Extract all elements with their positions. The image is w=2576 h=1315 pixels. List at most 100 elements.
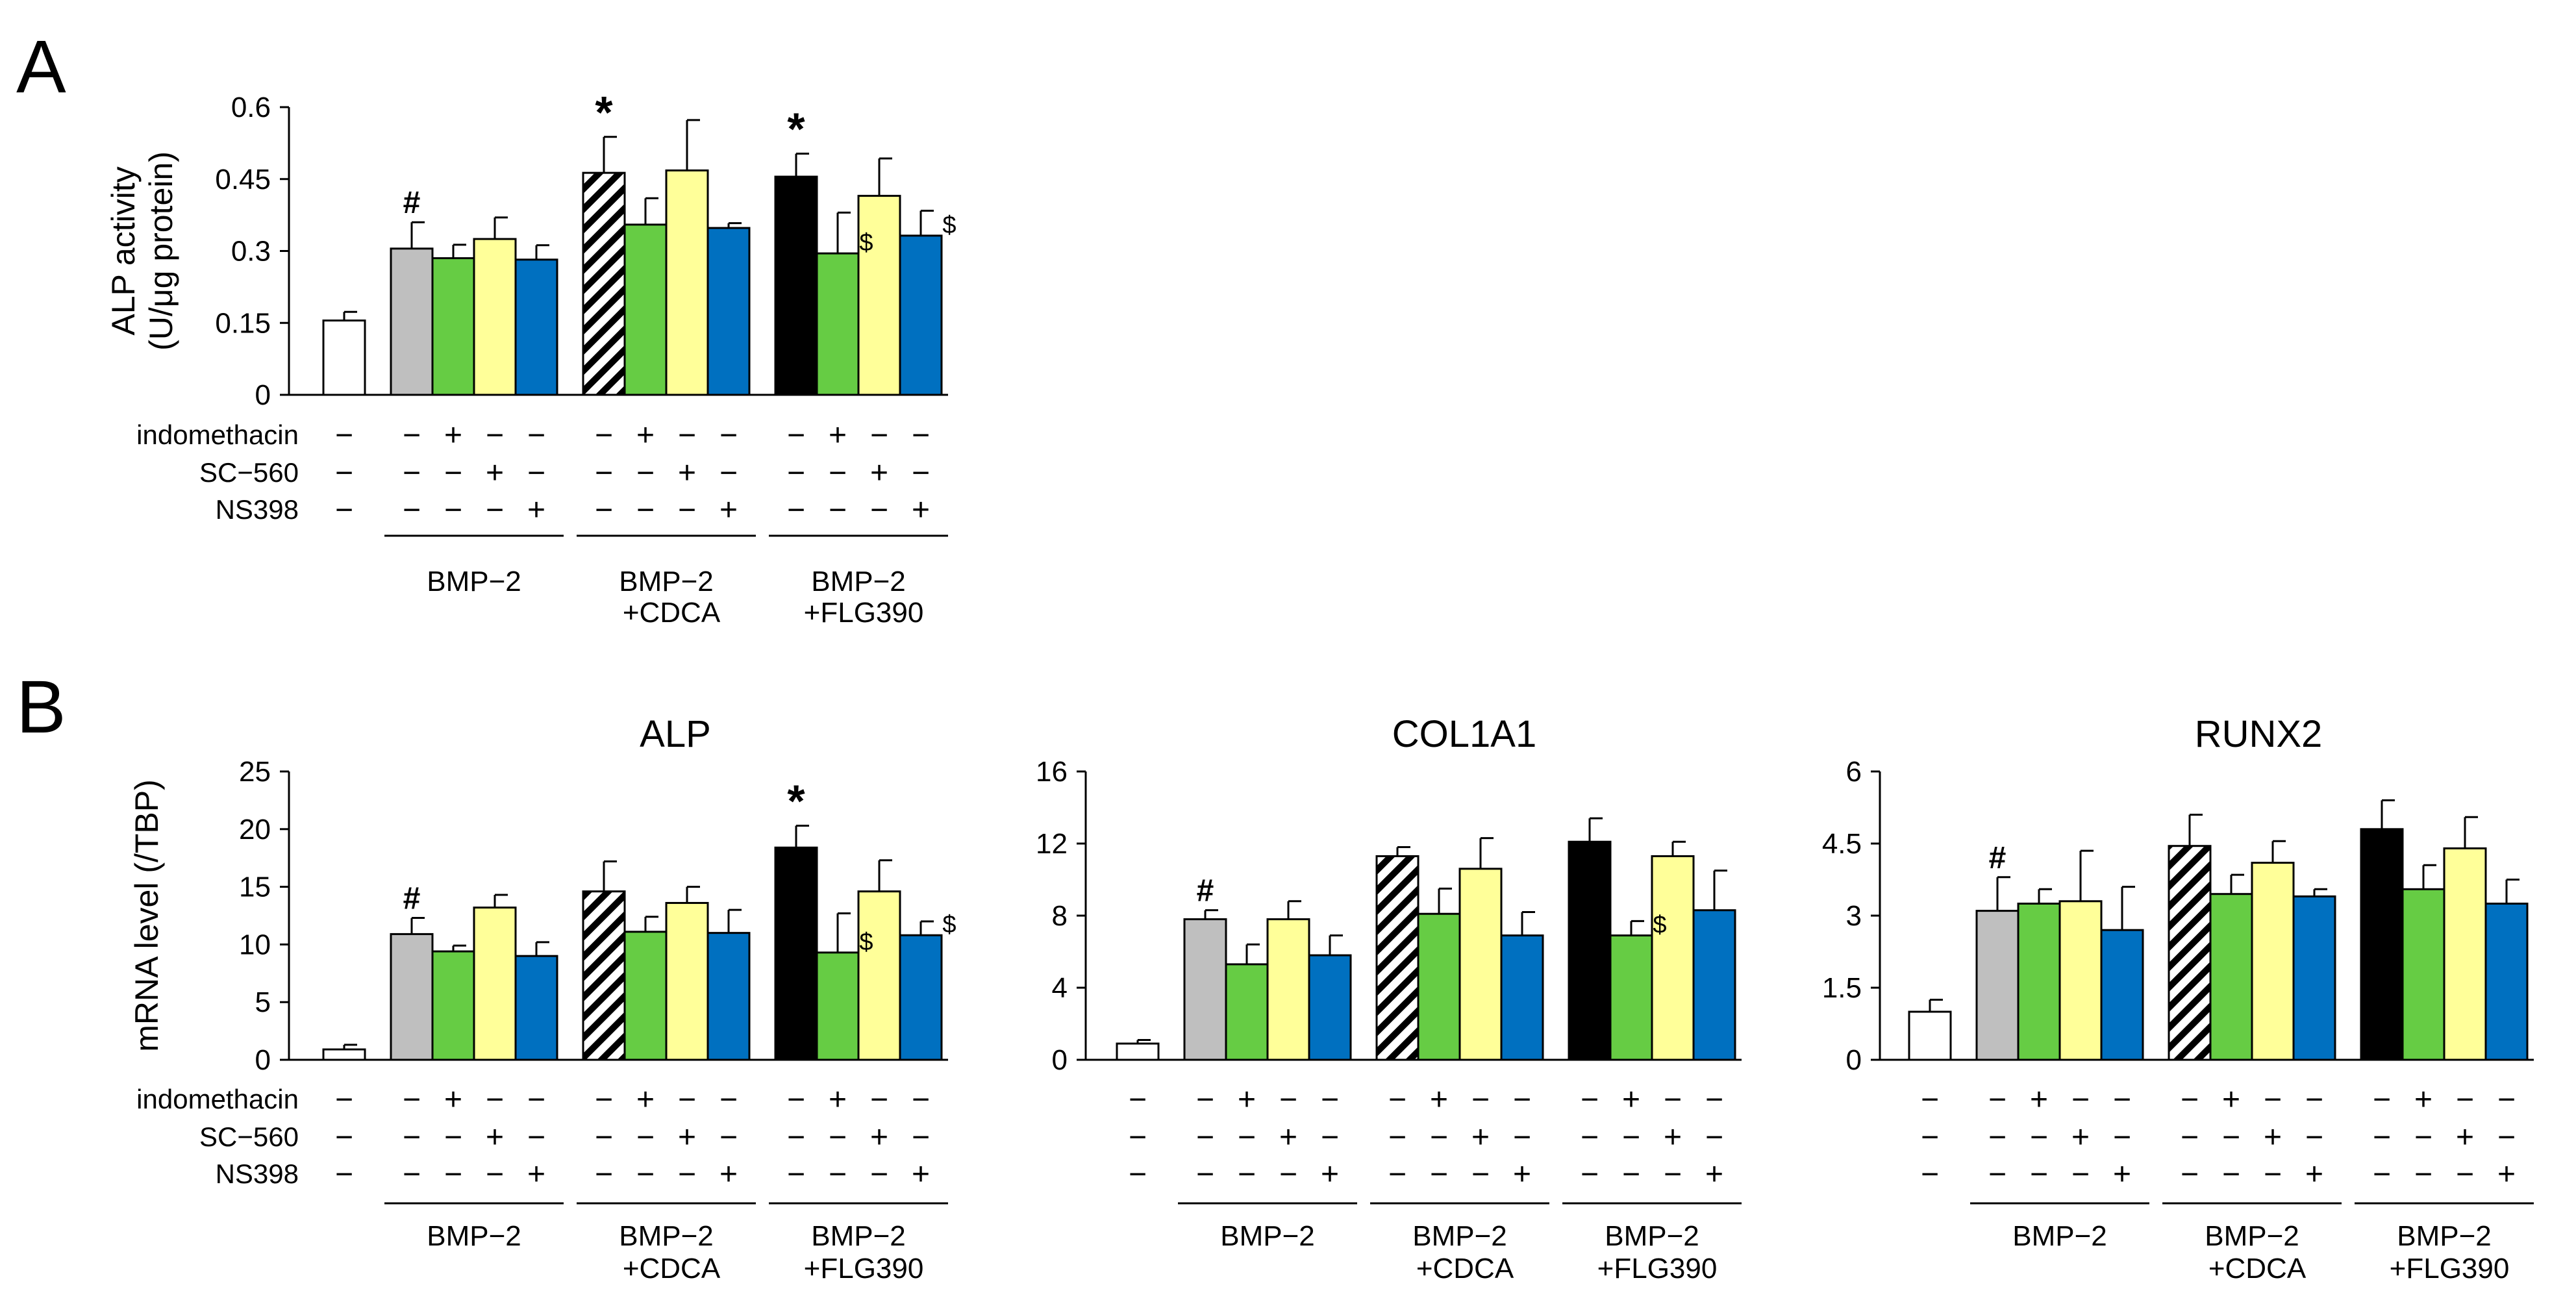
treatment-sign: − [1622,1157,1640,1192]
panel-label-b: B [16,666,66,749]
y-axis-label: mRNA level (/TBP) [129,779,165,1052]
treatment-sign: − [403,418,421,453]
treatment-sign: − [870,1157,888,1192]
treatment-sign: − [1279,1157,1297,1192]
treatment-sign: − [1388,1157,1407,1192]
treatment-sign: − [1705,1083,1723,1117]
group-label: BMP−2 [619,566,714,597]
bar [514,258,558,396]
bar [707,932,751,1061]
treatment-sign: − [2305,1120,2323,1155]
bar [582,890,626,1061]
treatment-sign: − [1196,1157,1214,1192]
bar [1308,954,1352,1061]
treatment-sign: + [678,456,696,490]
treatment-sign: + [1430,1083,1448,1117]
treatment-sign: − [2373,1157,2391,1192]
bar [2100,929,2144,1061]
treatment-sign: + [444,418,462,453]
bar [2484,903,2529,1061]
bar [322,319,366,396]
bar [899,234,943,396]
treatment-sign: − [1664,1157,1682,1192]
group-label: BMP−2 [427,1220,521,1252]
y-tick-label: 15 [239,871,271,903]
chart-title: ALP [640,713,711,755]
treatment-sign: − [829,1120,847,1155]
treatment-sign: − [787,493,805,527]
bar [816,252,860,396]
panel-label-a: A [16,25,66,108]
treatment-sign: − [719,1120,738,1155]
treatment-sign: − [829,456,847,490]
treatment-sign: − [1388,1120,1407,1155]
group-label: +CDCA [623,1253,721,1284]
treatment-sign: − [2113,1120,2131,1155]
treatment-sign: − [787,418,805,453]
treatment-sign: − [636,493,655,527]
treatment-sign: + [444,1083,462,1117]
treatment-sign: + [527,1157,545,1192]
significance-mark: * [787,775,805,826]
treatment-row-label: indomethacin [136,420,299,450]
treatment-sign: − [1921,1157,1939,1192]
treatment-sign: − [1196,1083,1214,1117]
group-label: BMP−2 [811,1220,906,1252]
treatment-sign: − [1129,1157,1147,1192]
significance-mark: * [787,104,805,155]
treatment-row-label: SC−560 [199,457,299,488]
treatment-sign: − [787,1157,805,1192]
bar [322,1048,366,1061]
group-label: +FLG390 [804,1253,924,1284]
treatment-sign: − [2305,1083,2323,1117]
bar [857,890,901,1061]
treatment-sign: − [2456,1083,2474,1117]
treatment-sign: + [1321,1157,1339,1192]
bar [1116,1042,1160,1061]
treatment-sign: − [2222,1120,2240,1155]
treatment-sign: − [912,1120,930,1155]
bar [1500,934,1544,1061]
treatment-sign: + [719,1157,738,1192]
treatment-sign: − [1238,1120,1256,1155]
bar [2017,903,2061,1061]
treatment-sign: + [1513,1157,1531,1192]
bar [1375,855,1419,1061]
group-label: +CDCA [2208,1253,2307,1284]
treatment-sign: − [2222,1157,2240,1192]
treatment-sign: − [1622,1120,1640,1155]
treatment-sign: + [678,1120,696,1155]
significance-mark: # [403,882,421,916]
treatment-sign: − [335,1083,353,1117]
bar [1225,963,1269,1061]
treatment-sign: − [2181,1120,2199,1155]
treatment-sign: − [678,493,696,527]
group-label: +CDCA [623,597,721,629]
bar [2058,900,2103,1061]
bar [2443,847,2487,1061]
chart-alp-activity: ALP activity(U/μg protein) 0 0.15 0.3 0.45 0.… [105,87,957,629]
treatment-sign: − [527,1083,545,1117]
treatment-sign: − [1988,1083,2007,1117]
treatment-sign: − [444,456,462,490]
treatment-sign: − [444,493,462,527]
treatment-sign: − [2264,1083,2282,1117]
group-label: BMP−2 [2397,1220,2492,1252]
bar [514,955,558,1061]
bar [857,195,901,396]
treatment-sign: + [1471,1120,1490,1155]
treatment-sign: − [1581,1157,1599,1192]
treatment-sign: − [595,1083,613,1117]
treatment-sign: + [2030,1083,2048,1117]
treatment-sign: − [403,493,421,527]
treatment-sign: + [2071,1120,2090,1155]
treatment-sign: − [335,493,353,527]
group-label: BMP−2 [619,1220,714,1252]
treatment-sign: + [1664,1120,1682,1155]
treatment-row-label: NS398 [216,1158,299,1189]
group-label: +CDCA [1416,1253,1514,1284]
group-label: BMP−2 [811,566,906,597]
treatment-sign: − [2264,1157,2282,1192]
treatment-sign: − [2373,1120,2391,1155]
y-tick-label: 0.3 [231,236,271,268]
